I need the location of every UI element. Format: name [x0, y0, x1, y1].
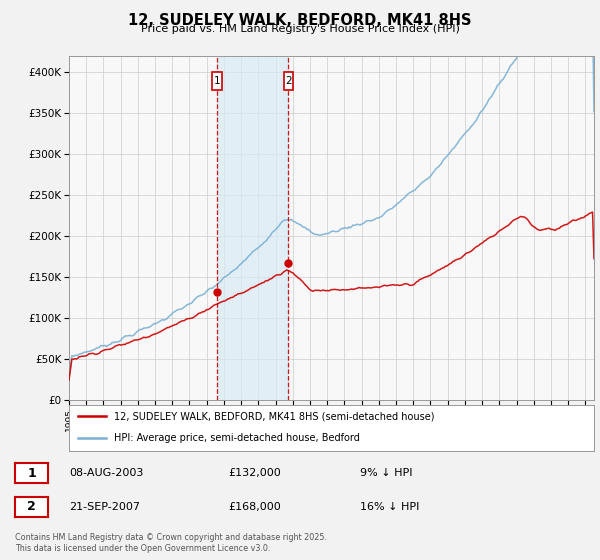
Text: HPI: Average price, semi-detached house, Bedford: HPI: Average price, semi-detached house,… — [113, 433, 359, 443]
Text: 21-SEP-2007: 21-SEP-2007 — [69, 502, 140, 512]
Text: 12, SUDELEY WALK, BEDFORD, MK41 8HS (semi-detached house): 12, SUDELEY WALK, BEDFORD, MK41 8HS (sem… — [113, 412, 434, 421]
Text: 2: 2 — [286, 76, 292, 86]
Text: 2: 2 — [27, 500, 36, 514]
Text: 9% ↓ HPI: 9% ↓ HPI — [360, 468, 413, 478]
Text: £132,000: £132,000 — [228, 468, 281, 478]
Bar — [217, 56, 288, 400]
Text: £168,000: £168,000 — [228, 502, 281, 512]
Text: 12, SUDELEY WALK, BEDFORD, MK41 8HS: 12, SUDELEY WALK, BEDFORD, MK41 8HS — [128, 13, 472, 28]
Text: Price paid vs. HM Land Registry's House Price Index (HPI): Price paid vs. HM Land Registry's House … — [140, 24, 460, 34]
Text: Contains HM Land Registry data © Crown copyright and database right 2025.
This d: Contains HM Land Registry data © Crown c… — [15, 533, 327, 553]
Bar — [284, 72, 293, 91]
Text: 16% ↓ HPI: 16% ↓ HPI — [360, 502, 419, 512]
Bar — [212, 72, 222, 91]
Text: 1: 1 — [27, 466, 36, 480]
Text: 1: 1 — [214, 76, 221, 86]
Text: 08-AUG-2003: 08-AUG-2003 — [69, 468, 143, 478]
